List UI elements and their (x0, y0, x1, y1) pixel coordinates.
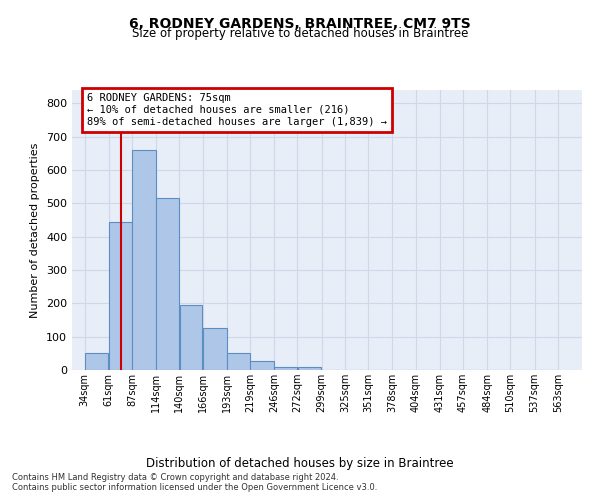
Bar (132, 150, 156, 370)
Bar (227, 354, 250, 370)
Bar (85, 354, 109, 370)
Text: 6, RODNEY GARDENS, BRAINTREE, CM7 9TS: 6, RODNEY GARDENS, BRAINTREE, CM7 9TS (129, 18, 471, 32)
Bar (250, 361, 274, 370)
Text: Contains public sector information licensed under the Open Government Licence v3: Contains public sector information licen… (12, 482, 377, 492)
Text: Contains HM Land Registry data © Crown copyright and database right 2024.: Contains HM Land Registry data © Crown c… (12, 472, 338, 482)
Bar (109, 222, 132, 370)
Text: Size of property relative to detached houses in Braintree: Size of property relative to detached ho… (132, 28, 468, 40)
Bar (203, 328, 227, 370)
Bar (179, 305, 202, 370)
Text: Distribution of detached houses by size in Braintree: Distribution of detached houses by size … (146, 458, 454, 470)
Bar (157, 198, 179, 370)
Y-axis label: Number of detached properties: Number of detached properties (31, 142, 40, 318)
Bar (274, 366, 297, 370)
Text: 6 RODNEY GARDENS: 75sqm
← 10% of detached houses are smaller (216)
89% of semi-d: 6 RODNEY GARDENS: 75sqm ← 10% of detache… (87, 94, 387, 126)
Bar (298, 368, 322, 370)
